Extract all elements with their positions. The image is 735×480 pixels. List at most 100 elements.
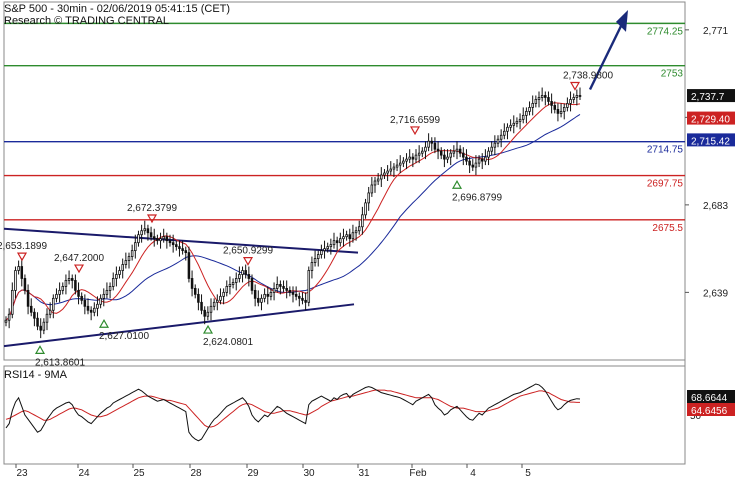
candle-body [190, 278, 194, 289]
candle [127, 252, 131, 269]
candle-body [575, 95, 579, 98]
y-tick-label: 2,683 [703, 201, 728, 212]
candle-body [58, 289, 61, 295]
candle [354, 226, 358, 241]
x-tick-label: 28 [190, 468, 202, 479]
chart-title: S&P 500 - 30min - 02/06/2019 05:41:15 (C… [4, 3, 230, 15]
candle-body [471, 164, 475, 168]
candle-body [512, 122, 516, 126]
candle-body [490, 146, 493, 152]
candle [61, 282, 65, 295]
price-tag-label-last-price: 2,737.7 [691, 92, 725, 103]
candle [462, 147, 465, 166]
candle [433, 137, 437, 154]
candle-body [146, 228, 150, 234]
candle [424, 141, 427, 160]
candle-body [165, 236, 169, 242]
candle-body [335, 240, 339, 244]
rsi-y-tick-label: 50 [690, 411, 702, 422]
candle [231, 278, 235, 289]
candle [408, 149, 411, 164]
candle [572, 93, 575, 104]
candle-body [421, 150, 424, 154]
candle [140, 224, 143, 243]
candle-body [452, 150, 456, 154]
candle-body [499, 134, 503, 140]
candle [197, 288, 200, 311]
candle-body [361, 214, 364, 228]
candle-body [373, 180, 377, 186]
candle [244, 264, 247, 279]
candle-body [487, 150, 490, 158]
candle-body [206, 311, 210, 317]
candle [503, 123, 506, 140]
candle [55, 288, 58, 303]
candle [398, 155, 402, 174]
candle-body [203, 309, 206, 317]
candle-body [380, 174, 383, 180]
candle-body [408, 156, 411, 160]
candle-body [23, 278, 27, 291]
candle [234, 272, 238, 291]
candle-body [370, 184, 374, 194]
candle [178, 240, 181, 257]
candle-body [45, 313, 49, 323]
candle [427, 133, 430, 152]
candle [471, 159, 475, 172]
candle-body [503, 130, 506, 136]
candle [351, 224, 355, 243]
candle [487, 147, 490, 166]
candle [361, 206, 364, 235]
candle [216, 294, 219, 311]
candle-body [436, 148, 440, 152]
upper-trendline [3, 227, 359, 254]
candle-body [320, 250, 323, 255]
candle-body [266, 293, 270, 297]
candle-body [89, 309, 93, 313]
price-tag-last-price [687, 89, 735, 103]
candle-body [228, 284, 232, 287]
candle-body [29, 305, 33, 313]
level-label-pivot: 2714.75 [647, 145, 684, 156]
candle [465, 149, 468, 166]
candle [474, 155, 478, 176]
candle [187, 246, 191, 283]
candle-body [108, 286, 112, 291]
projection-arrow-head [616, 9, 628, 32]
candle [559, 103, 563, 118]
candle [298, 292, 301, 307]
candle-body [260, 297, 263, 303]
candle-body [222, 291, 225, 297]
candle [253, 284, 257, 307]
candle-body [159, 238, 162, 242]
candle-body [130, 250, 134, 257]
swing-high-label: 2,716.6599 [390, 115, 440, 126]
candle-body [118, 270, 121, 275]
candle-body [11, 289, 14, 315]
swing-high-label: 2,738.9800 [563, 71, 613, 82]
candle-body [345, 234, 348, 238]
candle-body [562, 107, 566, 112]
candle [260, 294, 263, 311]
candle [547, 91, 550, 106]
candle [291, 286, 295, 303]
candle-body [468, 160, 471, 166]
candle-body [392, 166, 396, 170]
candle-body [506, 126, 509, 132]
candle-body [86, 305, 90, 311]
candle-body [197, 293, 200, 303]
candle [118, 266, 121, 279]
candle [4, 316, 8, 327]
candle-body [455, 148, 459, 152]
candle [402, 157, 405, 168]
candle [430, 137, 434, 152]
candle [357, 220, 361, 235]
rsi-tag-rsi-value [687, 390, 735, 403]
candle [206, 306, 210, 321]
candle [383, 169, 386, 180]
candle [175, 240, 178, 251]
candle-body [484, 156, 487, 162]
candle-body [275, 284, 279, 289]
candle-body [149, 232, 153, 238]
